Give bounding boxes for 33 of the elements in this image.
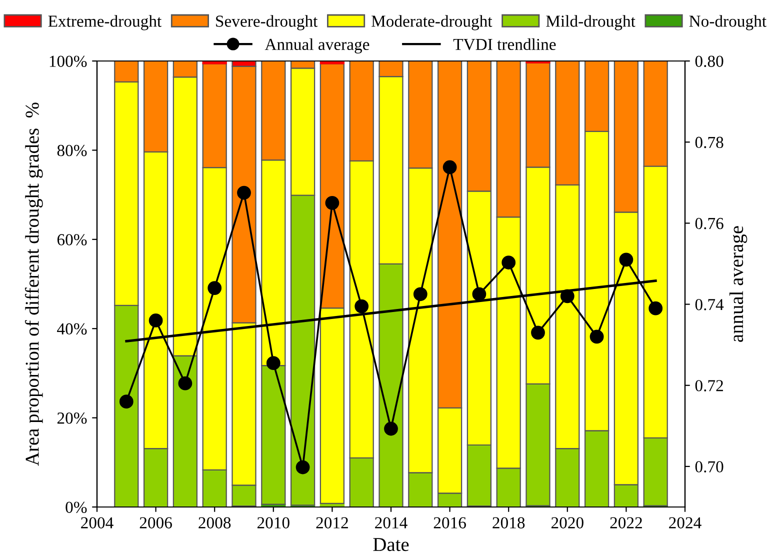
y2-tick-label: 0.72: [695, 380, 723, 392]
legend-label: No-drought: [689, 15, 766, 30]
x-axis-title: Date: [373, 538, 409, 552]
x-tick-label: 2010: [257, 517, 290, 528]
x-tick-label: 2016: [434, 517, 466, 528]
y-tick-label: 60%: [57, 234, 87, 246]
x-tick-label: 2018: [492, 517, 525, 528]
y-tick-label: 100%: [50, 56, 87, 67]
y2-axis-title: annual average: [729, 226, 748, 342]
x-tick-label: 2014: [375, 517, 408, 528]
y2-tick-label: 0.80: [695, 56, 724, 68]
x-tick-label: 2020: [551, 517, 584, 528]
y-tick-label: 80%: [57, 144, 87, 156]
y-tick-label: 40%: [57, 323, 87, 335]
x-tick-label: 2022: [610, 517, 642, 528]
legend-label: Mild-drought: [546, 15, 636, 30]
x-tick-label: 2012: [316, 517, 348, 528]
legend-label: Annual average: [264, 38, 370, 54]
legend-label: Moderate-drought: [372, 15, 492, 30]
y2-tick-label: 0.76: [695, 218, 724, 230]
legend-label: Severe-drought: [216, 15, 318, 30]
y2-tick-label: 0.78: [695, 136, 724, 148]
legend-label: Extreme-drought: [48, 15, 162, 30]
x-tick-label: 2008: [198, 517, 231, 528]
x-tick-label: 2024: [669, 517, 702, 528]
x-tick-label: 2004: [81, 517, 114, 528]
y-tick-label: 20%: [57, 412, 87, 424]
y2-tick-label: 0.74: [695, 298, 724, 310]
x-tick-label: 2006: [140, 517, 172, 528]
y-tick-label: 0%: [66, 502, 87, 513]
y2-tick-label: 0.70: [695, 461, 724, 472]
y-axis-title: Area proportion of different drought grades %: [24, 102, 43, 466]
legend-label: TVDI trendline: [453, 38, 556, 50]
